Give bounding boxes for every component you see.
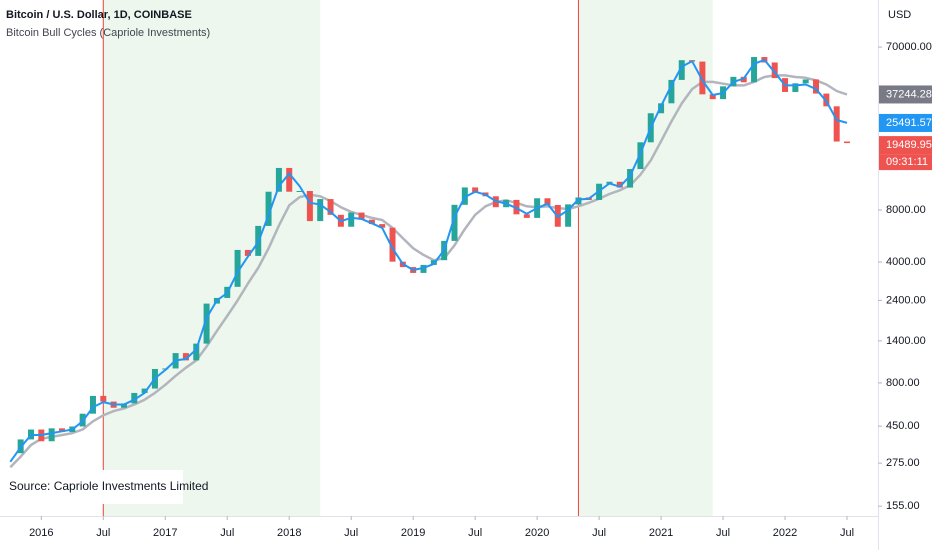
candle — [265, 191, 272, 226]
candle — [771, 62, 778, 79]
y-tick-label: 450.00 — [886, 420, 920, 432]
candle — [131, 392, 138, 404]
x-tick-label: 2021 — [649, 527, 673, 539]
chart-subtitle: Bitcoin Bull Cycles (Capriole Investment… — [6, 27, 210, 39]
candle — [368, 219, 375, 225]
candle — [358, 212, 365, 220]
candle — [389, 227, 396, 262]
candle — [813, 79, 820, 94]
countdown: 09:31:11 — [886, 156, 928, 168]
x-tick-label: 2018 — [277, 527, 301, 539]
price-label-box — [879, 113, 932, 132]
candle — [327, 199, 334, 215]
y-tick-label: 155.00 — [886, 500, 920, 512]
candle — [544, 198, 551, 205]
bull-cycle — [578, 0, 713, 516]
candle — [523, 214, 530, 218]
x-tick-label: Jul — [96, 527, 110, 539]
price-label-box — [879, 136, 932, 155]
candle — [844, 141, 851, 144]
price-label: 25491.57 — [886, 117, 932, 129]
price-label: 19489.95 — [886, 139, 932, 151]
candle — [678, 60, 685, 80]
candle — [48, 428, 55, 442]
x-tick-label: Jul — [716, 527, 730, 539]
plot-area — [9, 0, 851, 516]
ma-line — [9, 74, 848, 469]
y-tick-label: 1400.00 — [886, 335, 926, 347]
x-tick-label: 2019 — [401, 527, 425, 539]
candle — [89, 395, 96, 414]
y-tick-label: 275.00 — [886, 457, 920, 469]
candle — [234, 249, 241, 287]
x-tick-label: 2020 — [525, 527, 549, 539]
x-tick-label: Jul — [840, 527, 854, 539]
y-tick-label: 8000.00 — [886, 204, 926, 216]
candle — [100, 395, 107, 402]
source: Source: Capriole Investments Limited — [9, 479, 208, 493]
candle — [379, 224, 386, 228]
candle — [203, 303, 210, 344]
x-tick-label: Jul — [220, 527, 234, 539]
candle — [802, 79, 809, 84]
x-tick-label: 2016 — [29, 527, 53, 539]
candle — [244, 249, 251, 256]
candle — [751, 57, 758, 83]
candle — [472, 187, 479, 193]
y-tick-label: 4000.00 — [886, 256, 926, 268]
x-tick-label: 2022 — [773, 527, 797, 539]
candle — [182, 353, 189, 361]
candle — [709, 94, 716, 100]
candle — [575, 197, 582, 205]
countdown-box — [879, 154, 932, 171]
currency: USD — [888, 9, 911, 21]
candle — [193, 343, 200, 361]
candle — [658, 103, 665, 114]
candle — [120, 403, 127, 408]
candle — [317, 199, 324, 222]
candle — [565, 204, 572, 227]
candle — [141, 388, 148, 393]
x-tick-label: Jul — [344, 527, 358, 539]
x-tick-label: 2017 — [153, 527, 177, 539]
candle — [58, 428, 65, 433]
price-label-box — [879, 85, 932, 104]
candle — [833, 106, 840, 142]
candle — [296, 190, 303, 192]
candle — [286, 167, 293, 192]
candle — [699, 61, 706, 95]
candle — [792, 83, 799, 92]
candle — [616, 181, 623, 188]
y-tick-label: 70000.00 — [886, 41, 932, 53]
candle — [275, 167, 282, 192]
source-box — [0, 470, 183, 504]
candle — [668, 79, 675, 104]
candle — [306, 190, 313, 222]
bull-cycle — [103, 0, 321, 516]
x-tick-label: Jul — [592, 527, 606, 539]
y-tick-label: 2400.00 — [886, 294, 926, 306]
candle — [451, 204, 458, 241]
ma-line — [9, 58, 848, 463]
y-tick-label: 800.00 — [886, 377, 920, 389]
chart-title: Bitcoin / U.S. Dollar, 1D, COINBASE — [6, 9, 192, 21]
price-label: 37244.28 — [886, 88, 932, 100]
candle — [348, 212, 355, 227]
candle — [627, 169, 634, 188]
x-tick-label: Jul — [468, 527, 482, 539]
